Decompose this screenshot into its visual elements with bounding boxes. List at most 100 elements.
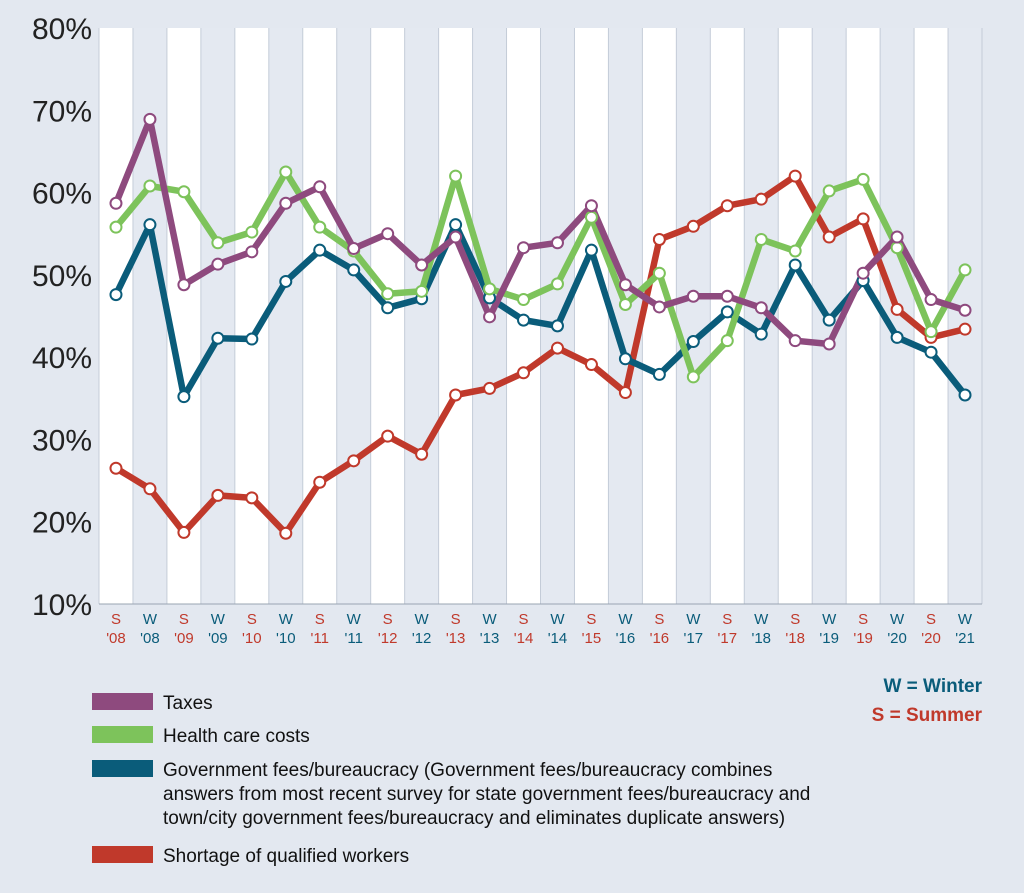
data-point	[788, 169, 802, 183]
y-tick-label: 10%	[32, 589, 92, 622]
data-point	[449, 169, 463, 183]
data-point	[890, 230, 904, 244]
data-point	[822, 230, 836, 244]
data-point	[652, 266, 666, 280]
data-point	[109, 288, 123, 302]
x-tick-year: '21	[955, 630, 975, 647]
data-point	[483, 310, 497, 324]
legend-label: Taxes	[163, 693, 213, 714]
x-tick-year: '08	[106, 630, 126, 647]
legend-label: Government fees/bureaucracy (Government …	[163, 760, 772, 781]
data-point	[347, 454, 361, 468]
data-point	[550, 319, 564, 333]
x-tick-season: W	[754, 611, 769, 628]
x-tick-year: '09	[208, 630, 228, 647]
data-point	[313, 475, 327, 489]
data-point	[924, 325, 938, 339]
data-point	[279, 196, 293, 210]
data-point	[890, 302, 904, 316]
series-line	[112, 172, 969, 537]
data-point	[245, 245, 259, 259]
x-tick-season: S	[858, 611, 868, 628]
winter-column-band	[336, 28, 371, 604]
y-tick-label: 60%	[32, 178, 92, 211]
data-point	[822, 337, 836, 351]
data-point	[890, 241, 904, 255]
x-tick-season: W	[279, 611, 294, 628]
data-point	[958, 322, 972, 336]
data-point	[822, 184, 836, 198]
x-tick-year: '19	[819, 630, 839, 647]
y-tick-label: 50%	[32, 260, 92, 293]
data-point	[550, 277, 564, 291]
season-key-label: S = Summer	[872, 705, 983, 726]
y-tick-label: 70%	[32, 95, 92, 128]
data-point	[652, 232, 666, 246]
x-tick-season: S	[790, 611, 800, 628]
legend-swatch	[92, 726, 153, 743]
data-point	[143, 112, 157, 126]
data-point	[245, 332, 259, 346]
data-point	[381, 429, 395, 443]
x-tick-year: '20	[921, 630, 941, 647]
x-tick-year: '15	[582, 630, 602, 647]
data-point	[754, 192, 768, 206]
x-tick-season: W	[347, 611, 362, 628]
data-point	[550, 341, 564, 355]
x-tick-year: '17	[684, 630, 704, 647]
data-point	[415, 258, 429, 272]
data-point	[550, 236, 564, 250]
data-point	[245, 491, 259, 505]
data-point	[177, 185, 191, 199]
x-tick-season: W	[686, 611, 701, 628]
x-tick-season: S	[451, 611, 461, 628]
x-tick-season: W	[143, 611, 158, 628]
winter-column-band	[404, 28, 439, 604]
data-point	[415, 284, 429, 298]
x-tick-season: S	[722, 611, 732, 628]
x-tick-year: '11	[311, 630, 329, 647]
data-point	[449, 388, 463, 402]
data-point	[584, 210, 598, 224]
winter-column-band	[676, 28, 711, 604]
winter-column-band	[268, 28, 303, 604]
legend-label: town/city government fees/bureaucracy an…	[163, 808, 785, 829]
data-point	[143, 218, 157, 232]
x-tick-season: W	[482, 611, 497, 628]
x-tick-year: '10	[276, 630, 296, 647]
y-axis: 10% 20% 30% 40% 50% 60% 70% 80%	[32, 13, 92, 622]
data-point	[347, 263, 361, 277]
data-point	[517, 241, 531, 255]
season-key-label: W = Winter	[883, 676, 982, 697]
data-point	[449, 230, 463, 244]
data-point	[313, 180, 327, 194]
data-point	[754, 327, 768, 341]
y-tick-label: 30%	[32, 424, 92, 457]
data-point	[584, 358, 598, 372]
data-point	[958, 303, 972, 317]
data-point	[381, 287, 395, 301]
data-point	[788, 244, 802, 258]
data-point	[788, 334, 802, 348]
data-point	[958, 263, 972, 277]
legend: Taxes Health care costs Government fees/bu…	[92, 693, 810, 867]
data-point	[483, 381, 497, 395]
data-point	[517, 293, 531, 307]
x-tick-season: W	[958, 611, 973, 628]
data-point	[211, 488, 225, 502]
data-point	[109, 220, 123, 234]
data-point	[618, 278, 632, 292]
y-tick-label: 40%	[32, 342, 92, 375]
x-tick-season: W	[618, 611, 633, 628]
x-tick-year: '16	[650, 630, 670, 647]
legend-swatch	[92, 760, 153, 777]
y-tick-label: 80%	[32, 13, 92, 46]
data-point	[686, 335, 700, 349]
x-axis: S '08 W '08 S '09 W '09 S '10 W '10 S '11 W '11 S '12 W '12…	[106, 611, 975, 647]
data-point	[720, 199, 734, 213]
data-point	[788, 258, 802, 272]
x-tick-year: '10	[242, 630, 262, 647]
data-point	[720, 305, 734, 319]
data-point	[856, 172, 870, 186]
